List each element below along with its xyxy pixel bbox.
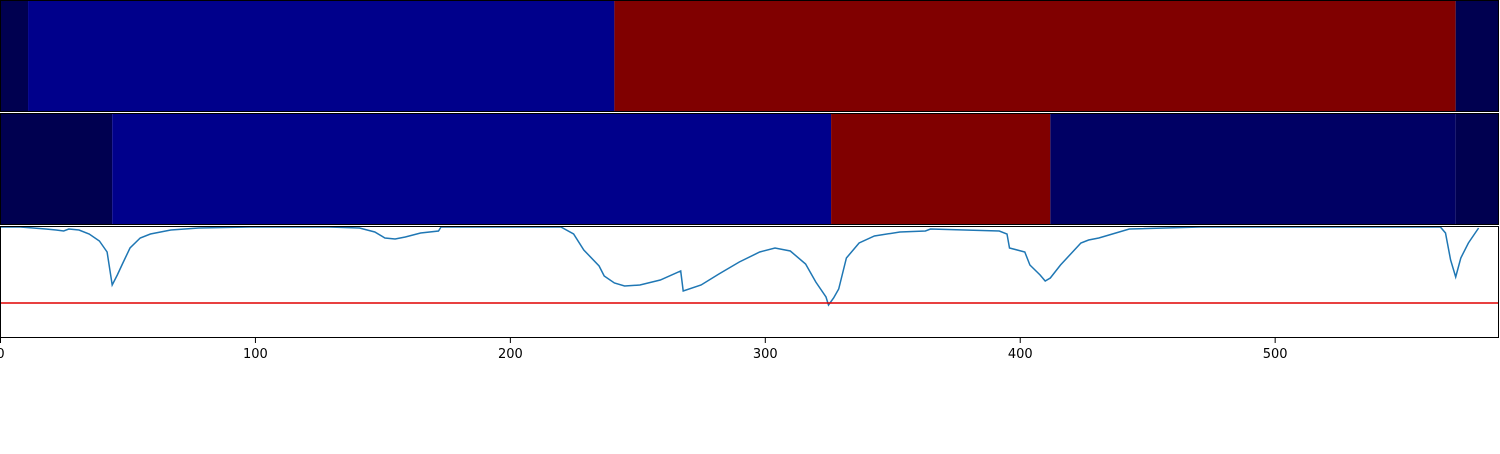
heat-segment	[1455, 113, 1499, 225]
plot-area	[0, 226, 1499, 307]
x-tick-label: 300	[753, 347, 778, 362]
heat-segment	[831, 113, 1051, 225]
heat-segment	[614, 0, 1456, 112]
x-tick-label: 200	[498, 347, 523, 362]
x-tick-label: 400	[1008, 347, 1033, 362]
heat-segment	[28, 0, 615, 112]
panel-frame	[0, 226, 1499, 338]
heat-segment	[0, 113, 113, 225]
x-tick-label: 0	[0, 347, 5, 362]
heat-segment	[1050, 113, 1456, 225]
heat-segment	[0, 0, 29, 112]
x-tick-label: 100	[243, 347, 268, 362]
panel-frame	[0, 113, 1499, 225]
x-tick-label: 500	[1263, 347, 1288, 362]
line-series	[0, 226, 1480, 307]
heat-segment	[1455, 0, 1499, 112]
heat-segment	[112, 113, 832, 225]
panel-frame	[0, 0, 1499, 112]
